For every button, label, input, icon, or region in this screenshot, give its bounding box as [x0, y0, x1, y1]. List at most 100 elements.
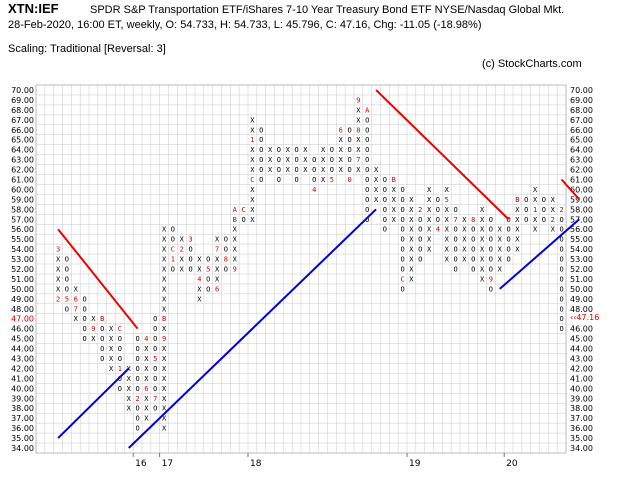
x-box: X [144, 365, 149, 373]
x-box: X [480, 275, 485, 283]
x-box: X [498, 226, 503, 234]
o-box: O [259, 156, 263, 164]
o-box: O [453, 236, 457, 244]
o-box: O [418, 246, 422, 254]
x-box: X [197, 285, 202, 293]
o-box: O [82, 295, 86, 303]
x-box: X [91, 335, 96, 343]
y-tick-label-left: 46.00 [11, 325, 34, 334]
x-box: X [109, 365, 114, 373]
x-box: X [197, 256, 202, 264]
y-tick-label-left: 59.00 [11, 195, 34, 204]
x-box: X [162, 425, 167, 433]
o-box: O [135, 355, 139, 363]
o-box: O [489, 226, 493, 234]
y-tick-label-right: 70.00 [570, 86, 593, 95]
y-tick-label-right: 40.00 [570, 384, 593, 393]
o-box: O [118, 385, 122, 393]
o-box: O [471, 266, 475, 274]
x-box: X [392, 186, 397, 194]
o-box: O [153, 375, 157, 383]
y-tick-label-left: 58.00 [11, 205, 34, 214]
y-tick-label-left: 35.00 [11, 434, 34, 443]
y-tick-label-right: 61.00 [570, 176, 593, 185]
y-tick-label-right: 55.00 [570, 235, 593, 244]
o-box: O [383, 206, 387, 214]
x-box: X [268, 156, 273, 164]
y-tick-label-right: 64.00 [570, 146, 593, 155]
x-box: X [392, 206, 397, 214]
month-marker: 0 [347, 176, 351, 184]
y-tick-label-right: 34.00 [570, 444, 593, 453]
y-tick-label-left: 61.00 [11, 176, 34, 185]
month-marker: 5 [330, 176, 334, 184]
y-tick-label-left: 63.00 [11, 156, 34, 165]
o-box: O [524, 206, 528, 214]
x-box: X [339, 166, 344, 174]
y-tick-label-left: 62.00 [11, 166, 34, 175]
month-marker: 2 [56, 295, 60, 303]
x-box: X [356, 136, 361, 144]
month-marker: 2 [559, 206, 563, 214]
x-box: X [551, 226, 556, 234]
y-tick-label-left: 44.00 [11, 345, 34, 354]
y-tick-label-left: 53.00 [11, 255, 34, 264]
x-box: X [374, 186, 379, 194]
x-year-label: 16 [135, 459, 147, 469]
y-tick-label-right: 48.00 [570, 305, 593, 314]
month-marker: 1 [533, 206, 537, 214]
x-box: X [215, 266, 220, 274]
x-box: X [286, 146, 291, 154]
y-tick-label-left: 64.00 [11, 146, 34, 155]
o-box: O [330, 146, 334, 154]
o-box: O [65, 275, 69, 283]
month-marker: 7 [74, 305, 78, 313]
y-tick-label-right: 38.00 [570, 404, 593, 413]
x-box: X [515, 246, 520, 254]
y-tick-label-right: 44.00 [570, 345, 593, 354]
x-box: X [480, 206, 485, 214]
x-box: X [409, 236, 414, 244]
y-tick-label-right: 42.00 [570, 364, 593, 373]
copyright-label: (c) StockCharts.com [482, 58, 582, 70]
x-box: X [462, 236, 467, 244]
last-price-marker-bg [568, 312, 608, 323]
month-marker: 5 [206, 266, 210, 274]
x-box: X [250, 166, 255, 174]
month-marker: 6 [144, 385, 148, 393]
x-box: X [339, 156, 344, 164]
o-box: O [506, 216, 510, 224]
y-tick-label-right: 52.00 [570, 265, 593, 274]
chart-grid [35, 84, 567, 454]
x-box: X [303, 156, 308, 164]
o-box: O [400, 196, 404, 204]
o-box: O [100, 355, 104, 363]
o-box: O [506, 226, 510, 234]
o-box: O [453, 206, 457, 214]
o-box: O [365, 206, 369, 214]
resistance-trendline [375, 89, 510, 220]
month-marker: 5 [153, 355, 157, 363]
o-box: O [383, 186, 387, 194]
trendlines [57, 89, 580, 449]
y-tick-label-right: 49.00 [570, 295, 593, 304]
month-marker: 4 [144, 335, 148, 343]
x-box: X [356, 166, 361, 174]
x-box: X [515, 236, 520, 244]
y-tick-label-left: 37.00 [11, 414, 34, 423]
o-box: O [153, 335, 157, 343]
y-tick-label-left: 70.00 [11, 86, 34, 95]
x-box: X [286, 156, 291, 164]
y-tick-label-left: 39.00 [11, 394, 34, 403]
o-box: O [347, 166, 351, 174]
o-box: O [365, 136, 369, 144]
o-box: O [277, 146, 281, 154]
x-box: X [250, 146, 255, 154]
x-box: X [445, 246, 450, 254]
o-box: O [542, 216, 546, 224]
y-tick-label-left: 51.00 [11, 275, 34, 284]
resistance-trendline [57, 228, 139, 330]
month-marker: 7 [153, 395, 157, 403]
month-marker: 1 [118, 365, 122, 373]
